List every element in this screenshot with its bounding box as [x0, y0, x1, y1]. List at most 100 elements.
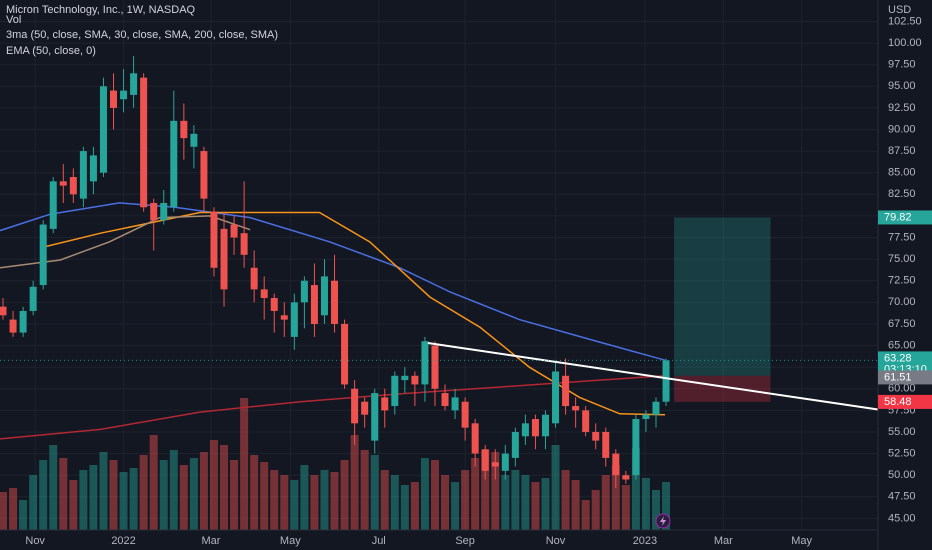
candle-body — [39, 224, 47, 286]
candle-body — [431, 345, 439, 389]
volume-bar — [601, 475, 610, 530]
candle-body — [632, 419, 640, 476]
volume-bar — [651, 490, 660, 530]
volume-bar — [189, 458, 198, 530]
candle-body — [511, 431, 519, 458]
price-label: 61.51 — [884, 371, 912, 383]
volume-bar — [330, 472, 339, 530]
candle-body — [371, 393, 379, 441]
volume-bar — [119, 472, 128, 530]
candle-body — [250, 267, 258, 290]
candle-body — [602, 431, 610, 458]
candle-body — [421, 341, 429, 385]
volume-bar — [9, 488, 18, 530]
candle-body — [552, 371, 560, 424]
candle-body — [69, 177, 77, 195]
y-tick-label: 55.00 — [888, 426, 916, 438]
y-tick-label: 95.00 — [888, 80, 916, 92]
volume-bar — [350, 435, 359, 530]
candle-body — [220, 228, 228, 290]
volume-bar — [491, 452, 500, 530]
volume-bar — [99, 452, 108, 530]
candle-body — [260, 289, 268, 299]
volume-bar — [662, 482, 671, 530]
x-tick-label: Sep — [455, 535, 475, 547]
y-tick-label: 72.50 — [888, 275, 916, 287]
y-tick-label: 77.50 — [888, 231, 916, 243]
stop-zone — [674, 375, 771, 402]
indicator-line — [0, 202, 666, 361]
volume-bar — [581, 500, 590, 530]
volume-bar — [481, 450, 490, 530]
candle-body — [381, 397, 389, 411]
volume-bar — [441, 475, 450, 530]
candle-body — [320, 276, 328, 316]
candle-body — [471, 423, 479, 454]
volume-bar — [511, 470, 520, 530]
candle-body — [200, 151, 208, 199]
legend-item: 3ma (50, close, SMA, 30, close, SMA, 200… — [6, 29, 278, 41]
volume-bar — [250, 455, 259, 530]
volume-bar — [280, 475, 289, 530]
candle-body — [331, 280, 339, 324]
candle-body — [401, 375, 409, 381]
volume-bar — [59, 458, 68, 530]
candle-body — [642, 414, 650, 420]
volume-bar — [310, 475, 319, 530]
legend-item: Vol — [6, 14, 21, 26]
y-tick-label: 100.00 — [888, 37, 922, 49]
y-tick-label: 45.00 — [888, 512, 916, 524]
volume-bar — [621, 485, 630, 530]
volume-bar — [360, 450, 369, 530]
y-tick-label: 87.50 — [888, 145, 916, 157]
candle-body — [461, 401, 469, 428]
y-tick-label: 102.50 — [888, 15, 922, 27]
y-tick-label: 97.50 — [888, 59, 916, 71]
candle-body — [562, 375, 570, 407]
volume-bar — [270, 470, 279, 530]
volume-bar — [29, 475, 38, 530]
candle-body — [592, 431, 600, 441]
volume-bar — [19, 500, 28, 530]
y-tick-label: 92.50 — [888, 102, 916, 114]
candle-body — [180, 120, 188, 139]
volume-bar — [541, 478, 550, 530]
volume-bar — [430, 460, 439, 530]
candle-body — [622, 475, 630, 480]
price-label-box — [878, 394, 932, 409]
candle-body — [120, 90, 128, 100]
x-tick-label: Nov — [25, 535, 45, 547]
volume-bar — [79, 470, 88, 530]
volume-bar — [159, 460, 168, 530]
volume-bar — [109, 460, 118, 530]
volume-bar — [471, 458, 480, 530]
candle-body — [582, 410, 590, 432]
volume-bar — [461, 470, 470, 530]
x-tick-label: 2023 — [633, 535, 657, 547]
volume-bar — [380, 470, 389, 530]
volume-bar — [179, 465, 188, 530]
candle-body — [99, 86, 107, 173]
candle-body — [140, 77, 148, 208]
candle-body — [481, 449, 489, 471]
y-tick-label: 50.00 — [888, 469, 916, 481]
candle-body — [130, 73, 138, 95]
volume-bar — [129, 468, 138, 530]
candle-body — [230, 224, 238, 238]
price-label-box — [878, 210, 932, 225]
event-icon-bolt — [660, 516, 666, 526]
volume-bar — [320, 470, 329, 530]
volume-bar — [69, 480, 78, 530]
candle-body — [531, 419, 539, 437]
x-tick-label: 2022 — [111, 535, 135, 547]
volume-bar — [260, 462, 269, 530]
candle-body — [160, 202, 168, 221]
volume-bar — [390, 475, 399, 530]
volume-bar — [400, 485, 409, 530]
y-tick-label: 47.50 — [888, 491, 916, 503]
candle-body — [310, 285, 318, 324]
y-tick-label: 75.00 — [888, 253, 916, 265]
